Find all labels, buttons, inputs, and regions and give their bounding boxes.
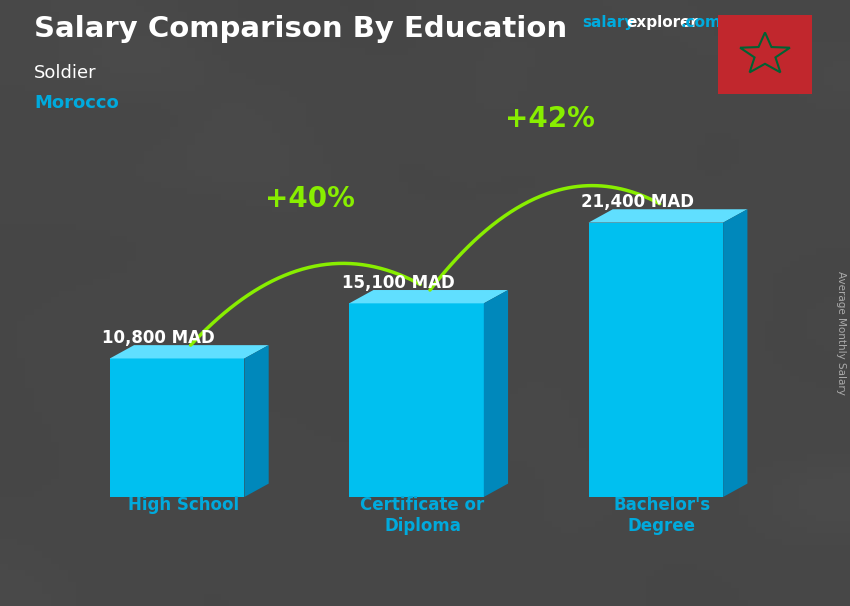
Text: Salary Comparison By Education: Salary Comparison By Education — [34, 15, 567, 43]
Polygon shape — [484, 290, 508, 497]
Polygon shape — [110, 359, 245, 497]
Polygon shape — [110, 345, 269, 359]
Text: .com: .com — [680, 15, 721, 30]
Text: Average Monthly Salary: Average Monthly Salary — [836, 271, 846, 395]
Text: High School: High School — [128, 496, 239, 514]
Text: Morocco: Morocco — [34, 94, 119, 112]
Polygon shape — [349, 290, 508, 304]
Text: 21,400 MAD: 21,400 MAD — [581, 193, 694, 211]
Text: 10,800 MAD: 10,800 MAD — [102, 329, 215, 347]
Text: +40%: +40% — [265, 185, 355, 213]
Text: Certificate or
Diploma: Certificate or Diploma — [360, 496, 484, 534]
Text: salary: salary — [582, 15, 635, 30]
Polygon shape — [588, 222, 723, 497]
Text: Soldier: Soldier — [34, 64, 97, 82]
Text: explorer: explorer — [626, 15, 699, 30]
Polygon shape — [588, 209, 747, 222]
Text: Bachelor's
Degree: Bachelor's Degree — [614, 496, 711, 534]
Text: +42%: +42% — [505, 105, 595, 133]
Text: 15,100 MAD: 15,100 MAD — [342, 274, 455, 292]
Polygon shape — [723, 209, 747, 497]
Polygon shape — [349, 304, 484, 497]
Polygon shape — [245, 345, 269, 497]
